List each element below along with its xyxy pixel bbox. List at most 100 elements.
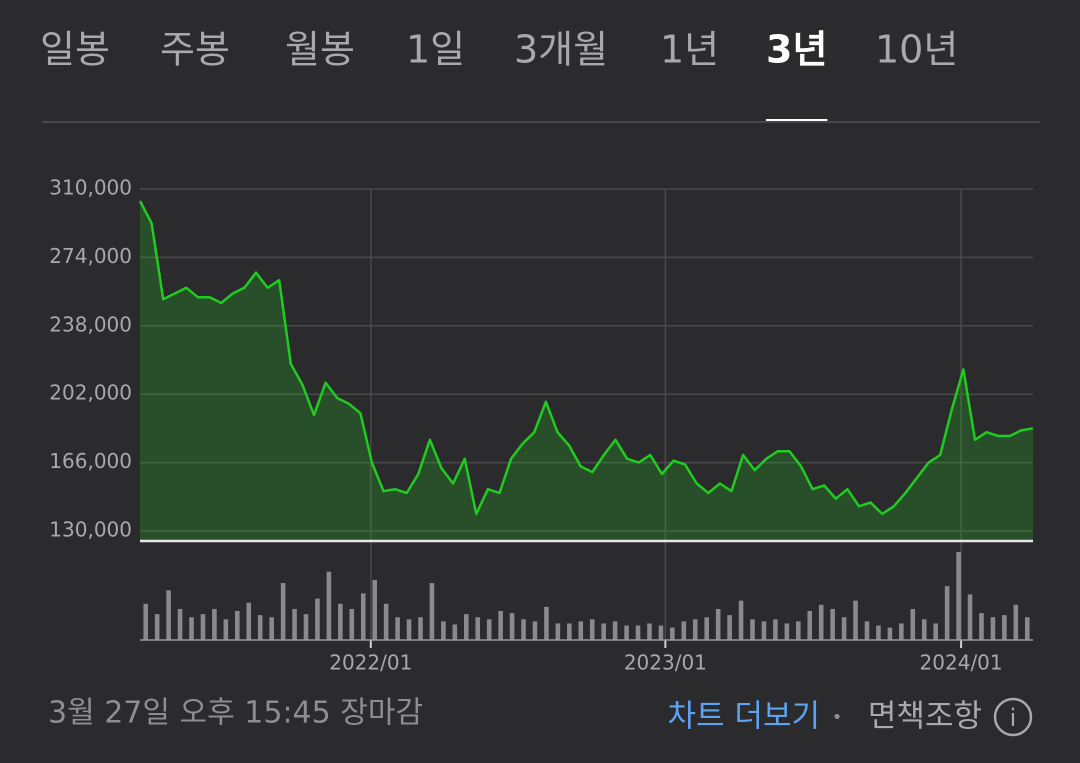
y-tick-label: 166,000 — [49, 449, 132, 473]
volume-bar — [1024, 617, 1030, 640]
volume-bar — [235, 611, 240, 640]
period-tab[interactable]: 10년 — [875, 28, 958, 72]
volume-bar — [544, 606, 549, 640]
volume-bar — [143, 603, 149, 640]
volume-bar — [796, 621, 801, 640]
volume-bar — [921, 619, 927, 640]
volume-bar — [383, 603, 389, 640]
period-tab[interactable]: 1년 — [660, 28, 719, 72]
period-tab[interactable]: 1일 — [406, 28, 465, 72]
volume-bar — [269, 617, 274, 640]
volume-bar — [887, 627, 893, 640]
volume-bar — [189, 617, 194, 640]
volume-bar — [418, 617, 423, 640]
volume-bar — [899, 623, 904, 640]
volume-bar — [441, 621, 446, 640]
price-area — [140, 201, 1033, 541]
volume-bar — [944, 586, 950, 640]
volume-bar — [498, 611, 503, 640]
volume-bar — [635, 625, 641, 640]
period-tab[interactable]: 월봉 — [285, 28, 355, 72]
volume-bar — [360, 593, 366, 640]
disclaimer[interactable]: 면책조항 — [868, 699, 982, 735]
volume-bar — [372, 579, 377, 640]
period-tabs: 일봉 주봉 월봉 1일 3개월 1년 3년 10년 — [40, 28, 958, 123]
volume-bar — [555, 623, 561, 640]
separator: • — [832, 707, 843, 728]
volume-bar — [807, 611, 813, 640]
volume-bar — [521, 619, 526, 640]
volume-bar — [692, 619, 698, 640]
volume-bar — [567, 623, 572, 640]
period-tab[interactable]: 주봉 — [160, 28, 230, 72]
y-tick-label: 274,000 — [49, 244, 132, 268]
volume-bar — [830, 608, 835, 640]
volume-bar — [715, 608, 721, 640]
volume-bar — [876, 625, 881, 640]
volume-bar — [154, 614, 160, 640]
volume-bar — [257, 615, 263, 640]
volume-bar — [303, 614, 309, 640]
volume-bar — [223, 619, 229, 640]
info-circle — [993, 697, 1033, 737]
volume-bar — [853, 600, 858, 640]
period-tab[interactable]: 3년 — [766, 28, 827, 72]
volume-bar — [841, 617, 847, 640]
volume-bar — [326, 571, 332, 640]
volume-bar — [933, 623, 938, 640]
volume-bar — [612, 621, 618, 640]
volume-bar — [658, 625, 664, 640]
volume-bar — [1013, 604, 1019, 640]
period-tab[interactable]: 일봉 — [40, 28, 110, 72]
x-tick-label: 2024/01 — [920, 651, 1003, 675]
y-tick-label: 310,000 — [49, 176, 132, 200]
volume-bar — [463, 614, 469, 640]
info-button[interactable]: i — [993, 697, 1033, 737]
volume-bar — [486, 619, 492, 640]
volume-bar — [979, 613, 984, 640]
volume-bar — [990, 617, 996, 640]
volume-bar — [956, 552, 961, 640]
x-tick-label: 2023/01 — [624, 651, 707, 675]
y-tick-label: 130,000 — [49, 518, 132, 542]
volume-bar — [406, 619, 412, 640]
volume-bar — [429, 583, 435, 640]
volume-bar — [246, 602, 252, 640]
volume-bar — [177, 608, 183, 640]
volume-bar — [967, 594, 973, 640]
volume-bar — [509, 613, 515, 640]
price-line — [138, 200, 1034, 516]
volume-bar — [452, 624, 458, 640]
volume-bar — [578, 621, 584, 640]
volume-bar — [647, 623, 652, 640]
volume-bar — [670, 627, 675, 640]
volume-bar — [910, 608, 916, 640]
volume-bar — [601, 623, 606, 640]
price-chart: 130,000 166,000 202,000 238,000 274,000 310,0… — [49, 176, 1034, 675]
volume-bar — [212, 608, 217, 640]
volume-bar — [475, 617, 481, 640]
x-tick-label: 2022/01 — [329, 651, 412, 675]
volume-bar — [395, 617, 400, 640]
volume-bar — [761, 621, 767, 640]
y-tick-label: 202,000 — [49, 381, 132, 405]
volume-bar — [292, 608, 297, 640]
volume-bar — [338, 603, 343, 640]
volume-bar — [818, 604, 824, 640]
timestamp: 3월 27일 오후 15:45 장마감 — [48, 696, 423, 731]
volume-bar — [727, 615, 732, 640]
volume-bar — [704, 617, 710, 640]
volume-bar — [624, 625, 629, 640]
volume-bar — [532, 621, 538, 640]
volume-bar — [750, 619, 755, 640]
volume-bar — [166, 590, 171, 640]
chart-more-link[interactable]: 차트 더보기 — [668, 699, 820, 735]
volume-bar — [200, 614, 206, 640]
volume-bar — [864, 621, 870, 640]
volume-bar — [280, 583, 286, 640]
volume-bar — [589, 619, 595, 640]
period-tab[interactable]: 3개월 — [514, 28, 608, 72]
y-tick-label: 238,000 — [49, 312, 132, 336]
volume-bar — [349, 608, 355, 640]
